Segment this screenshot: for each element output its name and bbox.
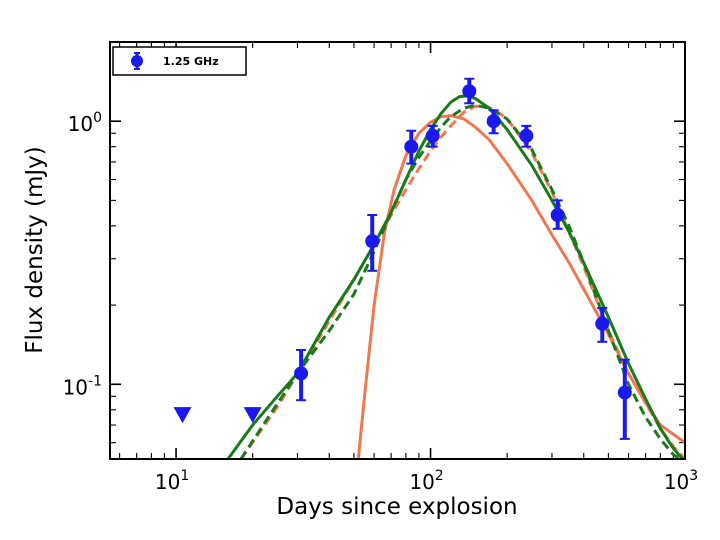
x-tick-label: 102	[409, 468, 443, 494]
data-point	[404, 139, 419, 154]
data-point	[294, 366, 309, 381]
plot-frame	[109, 41, 686, 460]
model-curve-solid-green	[226, 94, 684, 459]
plot-background	[110, 42, 685, 459]
data-point	[617, 385, 632, 400]
data-point	[365, 234, 380, 249]
y-axis-label: Flux density (mJy)	[22, 146, 48, 354]
y-tick-label: 10-1	[63, 373, 102, 399]
legend: 1.25 GHz	[112, 46, 247, 76]
x-tick-label: 103	[664, 468, 698, 494]
data-point	[462, 84, 477, 99]
legend-label: 1.25 GHz	[163, 55, 219, 68]
legend-marker	[131, 55, 143, 67]
tick-labels: 101 102 103 10-1 100	[63, 110, 699, 494]
data-point	[519, 128, 534, 143]
data-point	[550, 208, 565, 223]
y-tick-label: 100	[68, 110, 102, 136]
data-points	[173, 77, 632, 440]
data-point	[425, 128, 440, 143]
upper-limit-marker	[173, 407, 192, 424]
x-axis-label: Days since explosion	[276, 494, 517, 520]
data-point	[486, 114, 501, 129]
upper-limit-marker	[243, 407, 262, 424]
data-point	[595, 316, 610, 331]
x-tick-label: 101	[155, 468, 189, 494]
